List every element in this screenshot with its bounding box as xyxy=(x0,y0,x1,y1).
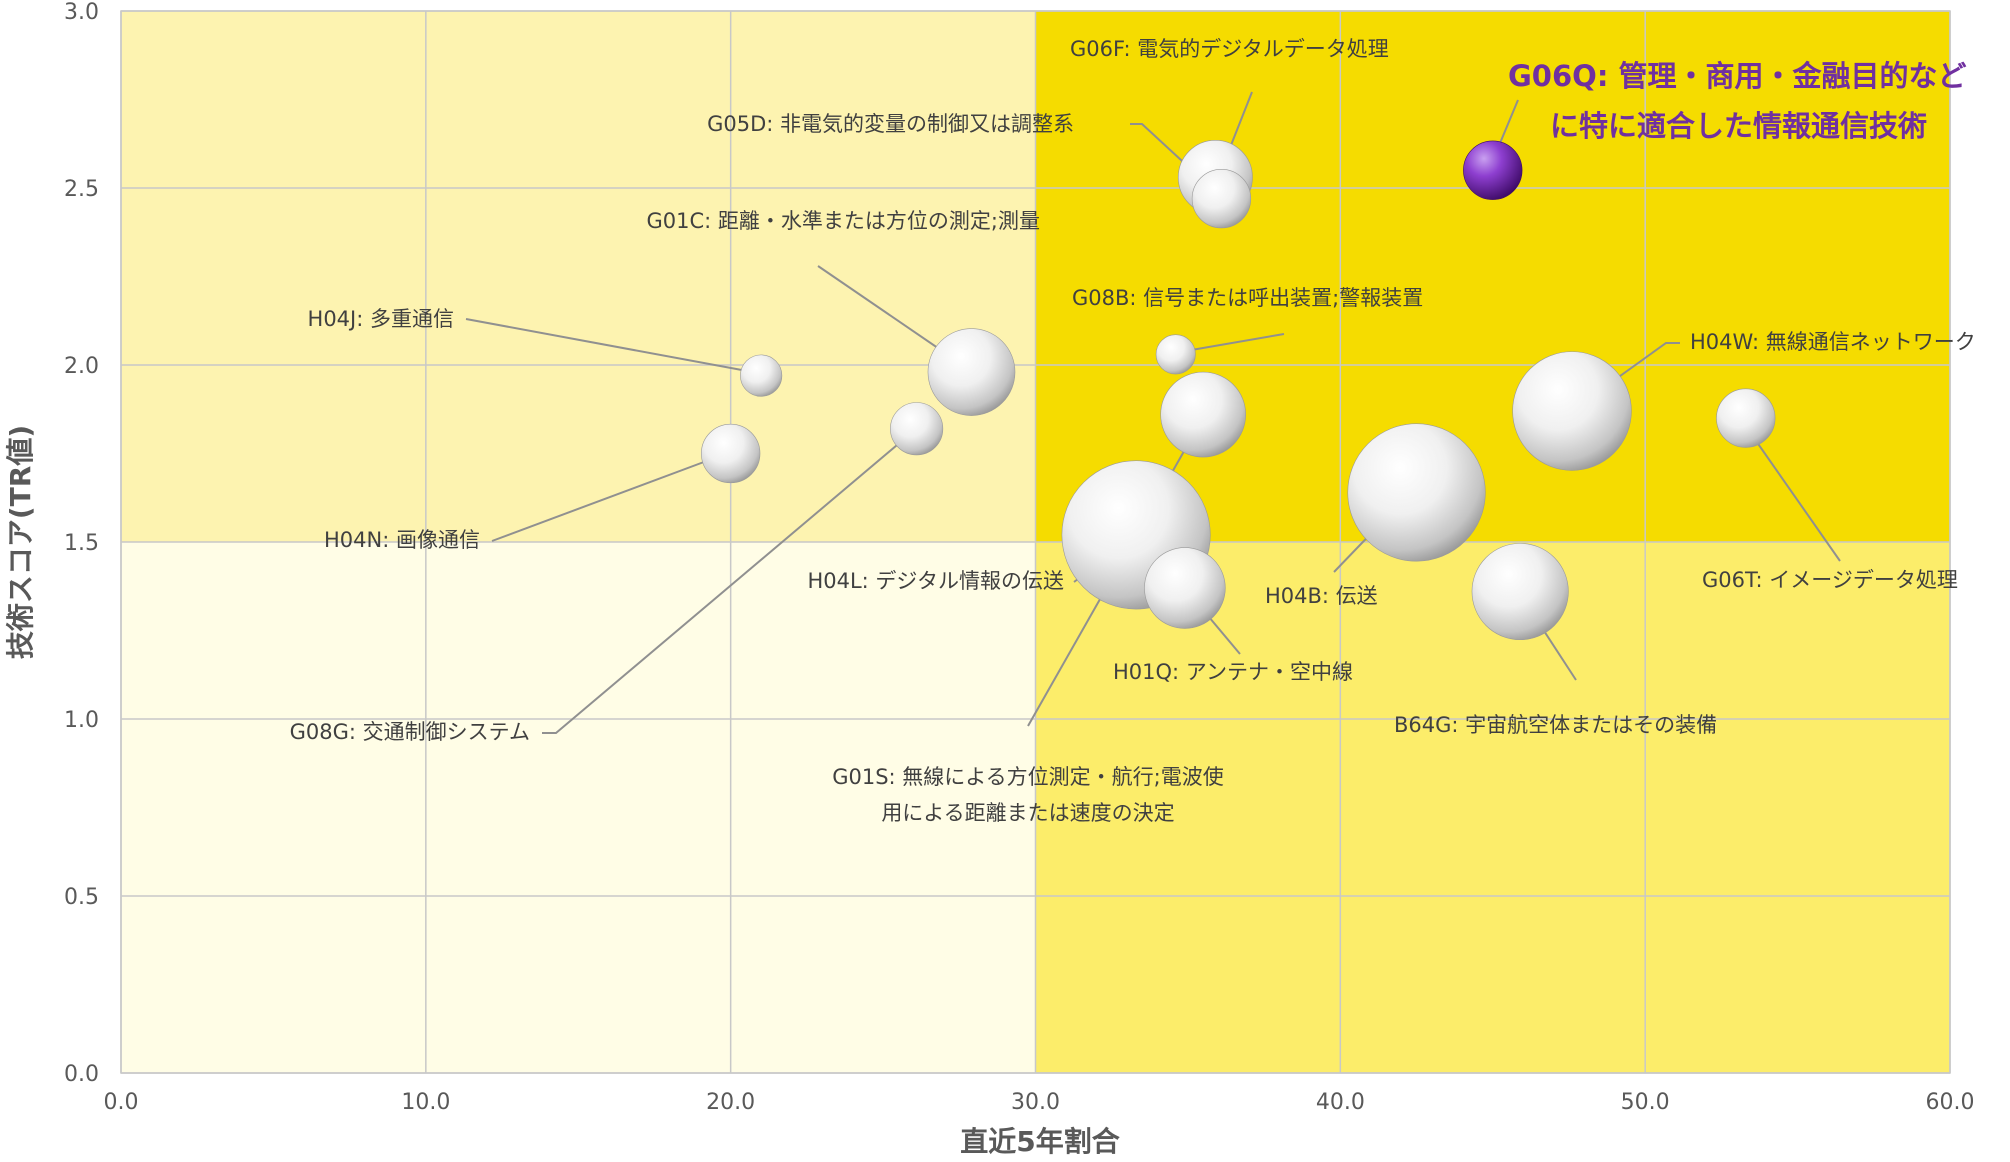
label-line: G06T: イメージデータ処理 xyxy=(1702,568,1958,592)
label-g01s: G01S: 無線による方位測定・航行;電波使用による距離または速度の決定 xyxy=(832,765,1224,825)
bubble-h01q xyxy=(1144,547,1226,629)
label-line: H01Q: アンテナ・空中線 xyxy=(1113,660,1353,684)
point-labels: G06Q: 管理・商用・金融目的などに特に適合した情報通信技術 G06F: 電気的… xyxy=(290,37,1976,825)
label-line: H04J: 多重通信 xyxy=(308,307,454,331)
bubble-h04w xyxy=(1512,351,1632,471)
bubble-g01c xyxy=(927,328,1016,416)
label-line: G01C: 距離・水準または方位の測定;測量 xyxy=(647,209,1040,233)
label-line: H04N: 画像通信 xyxy=(324,528,480,552)
label-line: B64G: 宇宙航空体またはその装備 xyxy=(1394,713,1717,737)
x-axis-title: 直近5年割合 xyxy=(960,1125,1120,1158)
bubble-g01s xyxy=(1160,371,1246,458)
label-line: G08G: 交通制御システム xyxy=(290,720,530,744)
label-g06f: G06F: 電気的デジタルデータ処理 xyxy=(1070,37,1389,61)
label-line: G01S: 無線による方位測定・航行;電波使 xyxy=(832,765,1224,789)
x-tick-label: 10.0 xyxy=(401,1090,450,1115)
y-tick-label: 2.0 xyxy=(64,354,99,379)
x-tick-label: 0.0 xyxy=(104,1090,139,1115)
grid-lines xyxy=(120,10,1951,1074)
leader-h04n xyxy=(491,452,729,542)
label-b64g: B64G: 宇宙航空体またはその装備 xyxy=(1394,713,1717,737)
label-line: に特に適合した情報通信技術 xyxy=(1550,109,1927,143)
label-g08g: G08G: 交通制御システム xyxy=(290,720,530,744)
y-tick-label: 2.5 xyxy=(64,177,99,202)
y-axis-title: 技術スコア(TR値) xyxy=(4,425,37,659)
label-g01c: G01C: 距離・水準または方位の測定;測量 xyxy=(647,209,1040,233)
label-g05d: G05D: 非電気的変量の制御又は調整系 xyxy=(707,112,1074,136)
label-h01q: H01Q: アンテナ・空中線 xyxy=(1113,660,1353,684)
label-h04l: H04L: デジタル情報の伝送 xyxy=(807,569,1064,593)
label-line: G08B: 信号または呼出装置;警報装置 xyxy=(1072,286,1423,310)
bubble-g06t xyxy=(1716,388,1776,448)
label-line: G06Q: 管理・商用・金融目的など xyxy=(1508,59,1967,93)
x-tick-label: 30.0 xyxy=(1011,1090,1060,1115)
bubble-b64g xyxy=(1471,543,1569,641)
label-h04n: H04N: 画像通信 xyxy=(324,528,480,552)
quadrant-bottom-left xyxy=(121,542,1036,1073)
bubble-g05d xyxy=(1191,168,1252,229)
x-tick-label: 50.0 xyxy=(1621,1090,1670,1115)
x-tick-label: 40.0 xyxy=(1316,1090,1365,1115)
bubble-h04b xyxy=(1347,423,1486,562)
label-line: H04W: 無線通信ネットワーク xyxy=(1690,330,1976,354)
label-h04j: H04J: 多重通信 xyxy=(308,307,454,331)
label-h04w: H04W: 無線通信ネットワーク xyxy=(1690,330,1976,354)
leader-g08g xyxy=(542,428,917,734)
label-line: G05D: 非電気的変量の制御又は調整系 xyxy=(707,112,1074,136)
bubble-h04j xyxy=(740,354,783,397)
bubble-g06q xyxy=(1463,140,1523,200)
bubble-h04n xyxy=(701,423,761,484)
leader-h04j xyxy=(465,318,759,374)
label-line: H04B: 伝送 xyxy=(1265,584,1378,608)
label-g08b: G08B: 信号または呼出装置;警報装置 xyxy=(1072,286,1423,310)
label-line: 用による距離または速度の決定 xyxy=(881,801,1174,825)
plot-border xyxy=(120,10,1951,1074)
bubble-g08g xyxy=(890,402,944,456)
label-h04b: H04B: 伝送 xyxy=(1265,584,1378,608)
bubbles xyxy=(701,139,1776,641)
label-line: G06F: 電気的デジタルデータ処理 xyxy=(1070,37,1389,61)
bubble-g08b xyxy=(1155,334,1196,375)
x-tick-label: 20.0 xyxy=(706,1090,755,1115)
label-g06t: G06T: イメージデータ処理 xyxy=(1702,568,1958,592)
y-axis-ticks: 0.0 0.5 1.0 1.5 2.0 2.5 3.0 xyxy=(64,0,99,1087)
y-tick-label: 0.5 xyxy=(64,885,99,910)
label-line: H04L: デジタル情報の伝送 xyxy=(807,569,1064,593)
x-tick-label: 60.0 xyxy=(1926,1090,1975,1115)
label-g06q: G06Q: 管理・商用・金融目的などに特に適合した情報通信技術 xyxy=(1508,59,1967,143)
x-axis-ticks: 0.0 10.0 20.0 30.0 40.0 50.0 60.0 xyxy=(104,1090,1975,1115)
y-tick-label: 3.0 xyxy=(64,0,99,25)
y-tick-label: 1.5 xyxy=(64,531,99,556)
y-tick-label: 1.0 xyxy=(64,708,99,733)
quadrant-top-left xyxy=(121,11,1036,542)
y-tick-label: 0.0 xyxy=(64,1062,99,1087)
